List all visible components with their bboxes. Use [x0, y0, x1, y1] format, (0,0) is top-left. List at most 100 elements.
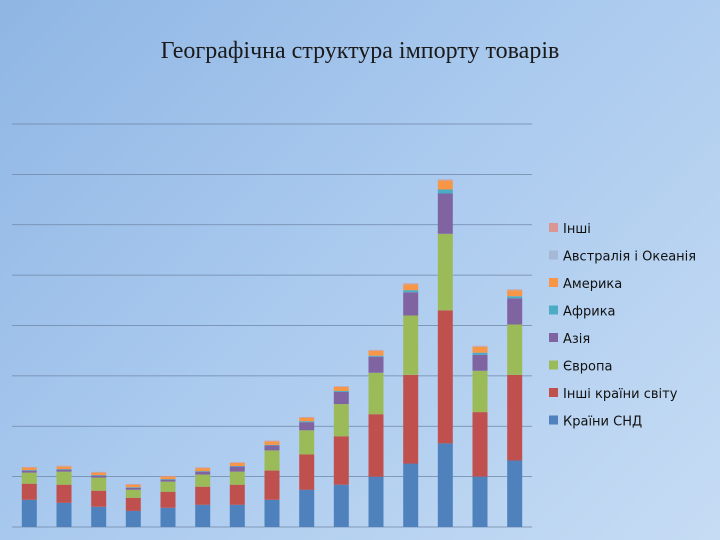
bar-segment — [195, 486, 211, 505]
bar-segment — [56, 465, 72, 467]
bar-segment — [333, 392, 349, 405]
bar-segment — [507, 296, 523, 299]
bar-segment — [403, 463, 419, 527]
bar-segment — [56, 469, 72, 470]
bar-segment — [56, 502, 72, 527]
bar-segment — [403, 290, 419, 293]
bar-segment — [91, 472, 107, 476]
bar-segment — [160, 475, 176, 477]
bar-segment — [437, 193, 453, 234]
bar-segment — [91, 490, 107, 507]
chart-title: Географічна структура імпорту товарів — [160, 38, 560, 64]
bar-segment — [229, 471, 245, 485]
bar-segment — [125, 489, 141, 498]
legend-swatch — [549, 333, 558, 342]
bar-segment — [229, 504, 245, 527]
legend-swatch — [549, 278, 558, 287]
bar-segment — [229, 462, 245, 463]
bar-segment — [368, 355, 384, 357]
bar-segment — [264, 441, 280, 445]
legend-swatch — [549, 415, 558, 425]
bar-segment — [160, 507, 176, 527]
bar-segment — [437, 310, 453, 444]
bar-segment — [403, 315, 419, 375]
bar-segment — [195, 471, 211, 472]
bar-segment — [125, 510, 141, 527]
bar-segment — [472, 476, 488, 527]
bar-segment — [403, 283, 419, 284]
legend-swatch — [549, 360, 558, 370]
bar-segment — [195, 471, 211, 475]
bar-segment — [21, 470, 37, 471]
bar-segment — [472, 354, 488, 371]
bar-stacks — [21, 179, 523, 527]
bar-segment — [91, 475, 107, 476]
bar-segment — [21, 483, 37, 500]
bar-segment — [472, 370, 488, 413]
bar-segment — [125, 497, 141, 511]
bar-segment — [472, 352, 488, 355]
bar-segment — [264, 444, 280, 446]
bar-segment — [333, 391, 349, 392]
bar-segment — [125, 487, 141, 490]
bar-segment — [299, 417, 315, 418]
bar-segment — [21, 466, 37, 468]
bar-segment — [368, 372, 384, 415]
bar-segment — [299, 454, 315, 490]
bar-segment — [264, 499, 280, 527]
bar-segment — [299, 489, 315, 527]
legend-label: Країни СНД — [563, 415, 642, 430]
bar-segment — [507, 289, 523, 290]
bar-segment — [195, 474, 211, 487]
bar-segment — [264, 445, 280, 451]
bar-segment — [21, 472, 37, 484]
bar-segment — [125, 487, 141, 488]
bar-segment — [160, 481, 176, 492]
bar-segment — [56, 469, 72, 472]
bar-segment — [368, 414, 384, 477]
bar-segment — [507, 460, 523, 527]
bar-segment — [160, 479, 176, 480]
legend-swatch — [549, 388, 558, 397]
legend-label: Азія — [563, 332, 590, 347]
legend-swatch — [549, 223, 558, 232]
legend: Інші Австралія і Океанія Америка Африка Азія… — [549, 222, 696, 430]
bar-segment — [333, 484, 349, 527]
bar-segment — [264, 440, 280, 442]
bar-segment — [507, 290, 523, 297]
bar-segment — [229, 463, 245, 466]
bar-segment — [229, 484, 245, 505]
bar-segment — [333, 436, 349, 485]
bar-segment — [21, 467, 37, 471]
bar-segment — [333, 386, 349, 387]
bar-segment — [403, 283, 419, 285]
legend-swatch — [549, 305, 558, 315]
bar-segment — [437, 189, 453, 194]
bar-segment — [91, 477, 107, 491]
bar-segment — [56, 466, 72, 470]
bar-segment — [56, 471, 72, 485]
bar-segment — [91, 475, 107, 478]
bar-segment — [368, 350, 384, 356]
bar-segment — [333, 387, 349, 391]
bar-segment — [472, 345, 488, 347]
bar-segment — [437, 443, 453, 527]
bar-segment — [21, 470, 37, 473]
bar-segment — [403, 374, 419, 464]
bar-segment — [125, 484, 141, 488]
legend-swatch — [549, 250, 558, 260]
bar-segment — [333, 404, 349, 437]
bar-segment — [56, 484, 72, 503]
bar-segment — [403, 292, 419, 316]
bar-segment — [368, 349, 384, 351]
bar-segment — [437, 179, 453, 180]
bar-segment — [195, 504, 211, 527]
bar-segment — [91, 506, 107, 527]
bar-segment — [507, 298, 523, 325]
bar-segment — [229, 466, 245, 467]
legend-label: Африка — [563, 305, 616, 320]
bar-segment — [264, 450, 280, 471]
bar-segment — [437, 233, 453, 311]
bar-segment — [91, 471, 107, 473]
